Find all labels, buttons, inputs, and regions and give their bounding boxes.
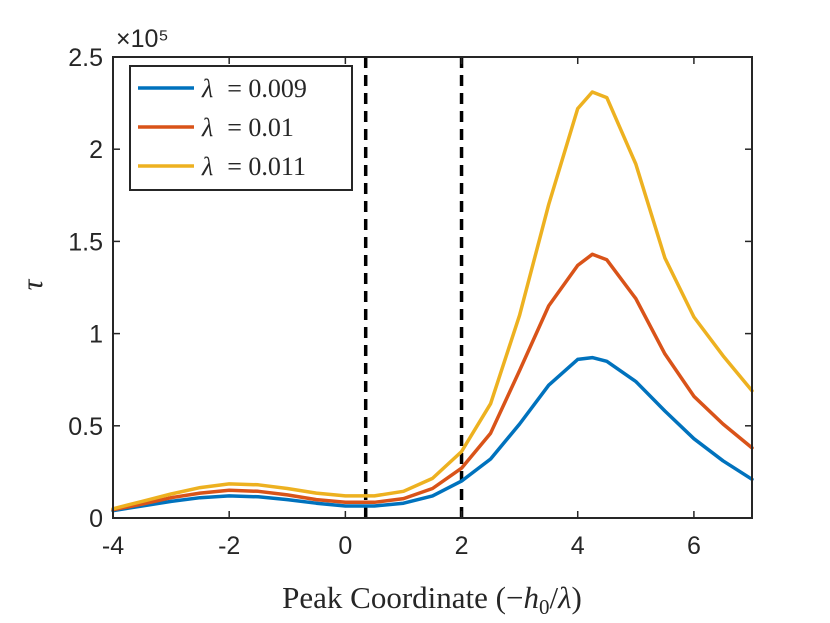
x-axis-label: Peak Coordinate (−h0/λ) xyxy=(282,580,582,619)
legend-label-3: λ = 0.011 xyxy=(201,152,306,181)
legend-value-1: = 0.009 xyxy=(227,74,307,103)
y-tick-label-4: 2 xyxy=(89,136,103,164)
x-label-minus: − xyxy=(506,580,523,615)
x-label-h: h xyxy=(523,580,539,615)
x-label-lambda: λ xyxy=(557,580,571,615)
legend-symbol-2: λ xyxy=(201,113,213,142)
series-line-1 xyxy=(111,355,754,513)
x-tick-label-0: -4 xyxy=(102,532,124,560)
legend-symbol-3: λ xyxy=(201,152,213,181)
ticks xyxy=(112,56,752,519)
series-line-2 xyxy=(111,252,754,512)
legend-value-2: = 0.01 xyxy=(227,113,294,142)
legend-label-1: λ = 0.009 xyxy=(201,74,307,103)
x-tick-label-5: 6 xyxy=(687,532,701,560)
y-tick-label-1: 0.5 xyxy=(68,413,103,441)
x-tick-label-3: 2 xyxy=(455,532,469,560)
x-tick-label-4: 4 xyxy=(571,532,585,560)
x-tick-label-1: -2 xyxy=(218,532,240,560)
y-tick-label-5: 2.5 xyxy=(68,44,103,72)
legend-symbol-1: λ xyxy=(201,74,213,103)
y-tick-label-3: 1.5 xyxy=(68,228,103,256)
x-label-slash: / xyxy=(549,580,558,615)
series-line-3 xyxy=(111,90,754,511)
legend-value-3: = 0.011 xyxy=(227,152,306,181)
y-exponent-text: ×10⁵ xyxy=(116,25,169,53)
axes-box xyxy=(112,56,753,519)
x-label-main: Peak Coordinate ( xyxy=(282,580,506,615)
x-label-close: ) xyxy=(572,580,582,615)
x-label-sub: 0 xyxy=(539,595,550,619)
reference-lines xyxy=(363,57,464,518)
legend-label-2: λ = 0.01 xyxy=(201,113,294,142)
x-tick-label-2: 0 xyxy=(338,532,352,560)
y-axis-label: τ xyxy=(16,278,49,290)
y-tick-label-2: 1 xyxy=(89,321,103,349)
y-tick-label-0: 0 xyxy=(89,505,103,533)
y-exponent-label: ×10⁵ xyxy=(116,25,169,53)
tick-labels: -4 -2 0 2 4 6 0 0.5 1 1.5 2 2.5 xyxy=(68,44,701,560)
series-lines xyxy=(111,90,754,513)
legend: λ = 0.009 λ = 0.01 λ = 0.011 xyxy=(129,65,353,191)
